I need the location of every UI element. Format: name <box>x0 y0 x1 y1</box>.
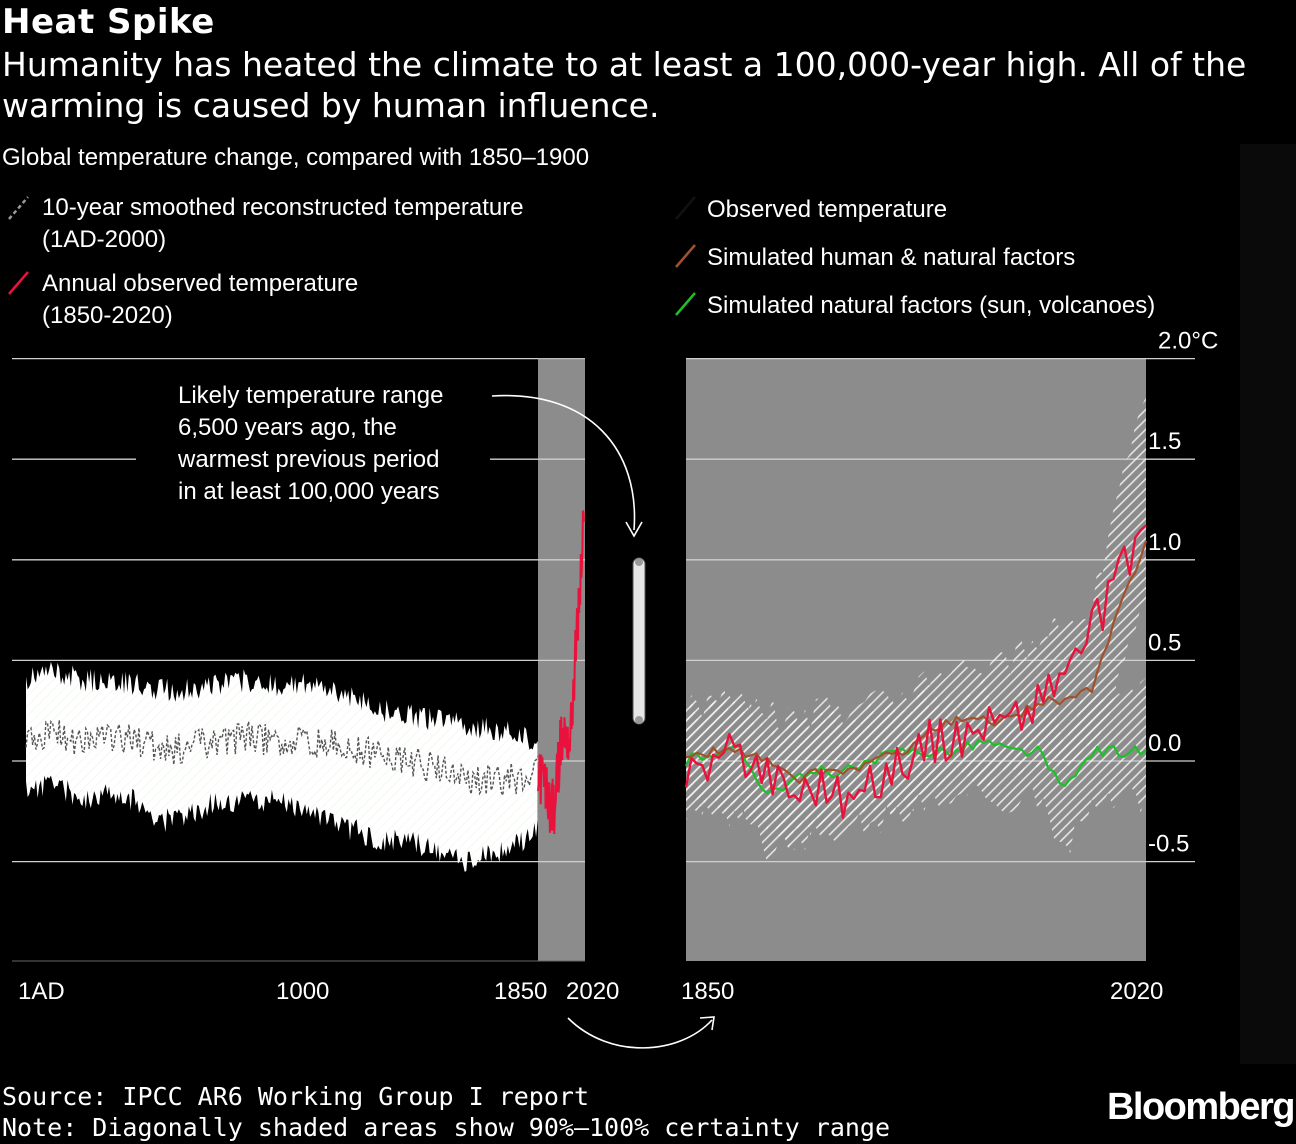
reconstructed-line <box>25 719 539 799</box>
zoom-arrow <box>567 1017 713 1049</box>
reconstructed-band-hatch <box>26 662 538 872</box>
left-series-group <box>25 510 585 872</box>
left-x-tick-1: 1000 <box>276 978 329 1005</box>
legend-swatch-human <box>675 244 696 268</box>
chart-subtitle: Humanity has heated the climate to at le… <box>2 45 1247 125</box>
paleo-annotation: Likely temperature range 6,500 years ago… <box>177 382 646 725</box>
legend-annual-line2: (1850-2020) <box>42 302 173 329</box>
right-y-tick-2: 1.0 <box>1148 529 1181 556</box>
bloomberg-logo: Bloomberg <box>1106 1086 1296 1128</box>
left-x-tick-0: 1AD <box>18 978 65 1005</box>
paleo-range-bar <box>632 557 646 725</box>
unit-note: Global temperature change, compared with… <box>2 144 590 171</box>
right-x-tick-1: 2020 <box>1110 978 1163 1005</box>
observed-line-right <box>684 524 1147 819</box>
legend-human: Simulated human & natural factors <box>707 244 1075 271</box>
right-y-tick-0: 2.0°C <box>1158 328 1218 355</box>
left-highlight-panel <box>538 359 585 961</box>
zoom-arrow-head <box>699 1016 715 1031</box>
human-natural-line <box>685 540 1148 785</box>
axis-labels: 1AD 1000 1850 2020 1850 2020 2.0°C 1.5 1.0 0.5 0.0… <box>18 328 1218 1005</box>
right-y-tick-4: 0.0 <box>1148 730 1181 757</box>
left-x-tick-2: 1850 <box>494 978 547 1005</box>
right-y-tick-1: 1.5 <box>1148 428 1181 455</box>
annotation-line-1: Likely temperature range <box>178 382 443 409</box>
annotation-line-4: in at least 100,000 years <box>178 478 440 505</box>
annotation-line-3: warmest previous period <box>177 446 439 473</box>
legend-swatch-reconstructed <box>8 196 29 220</box>
left-x-tick-3: 2020 <box>566 978 619 1005</box>
natural-factors-line <box>684 739 1147 795</box>
paleo-range-bottom-cap <box>635 716 643 724</box>
right-gridlines <box>686 357 1195 863</box>
reconstructed-band <box>26 662 538 872</box>
human-band <box>686 397 1146 851</box>
legend-annual-line1: Annual observed temperature <box>42 270 358 297</box>
chart-title: Heat Spike <box>2 2 215 42</box>
legend-observed: Observed temperature <box>707 196 947 223</box>
paleo-range-top-cap <box>635 558 643 566</box>
right-x-tick-0: 1850 <box>681 978 734 1005</box>
annotation-line-2: 6,500 years ago, the <box>178 414 397 441</box>
natural-band <box>686 676 1146 864</box>
right-panel <box>686 359 1146 961</box>
legend-swatch-observed <box>675 196 696 220</box>
legend-swatch-natural <box>675 292 696 316</box>
right-y-tick-5: -0.5 <box>1148 831 1189 858</box>
annual-observed-line-left <box>537 510 585 835</box>
legend-reconstructed-line2: (1AD-2000) <box>42 226 166 253</box>
legend: 10-year smoothed reconstructed temperatu… <box>8 194 1155 329</box>
legend-reconstructed-line1: 10-year smoothed reconstructed temperatu… <box>42 194 524 221</box>
annotation-arrow-head <box>625 521 643 538</box>
annotation-arrow <box>491 394 636 531</box>
right-y-tick-3: 0.5 <box>1148 629 1181 656</box>
source-note: Source: IPCC AR6 Working Group I report <box>2 1082 589 1111</box>
legend-swatch-annual <box>8 271 29 295</box>
legend-natural: Simulated natural factors (sun, volcanoe… <box>707 292 1155 319</box>
right-series-group <box>684 397 1148 864</box>
method-note: Note: Diagonally shaded areas show 90%–1… <box>2 1113 891 1142</box>
left-gridlines <box>12 357 585 962</box>
